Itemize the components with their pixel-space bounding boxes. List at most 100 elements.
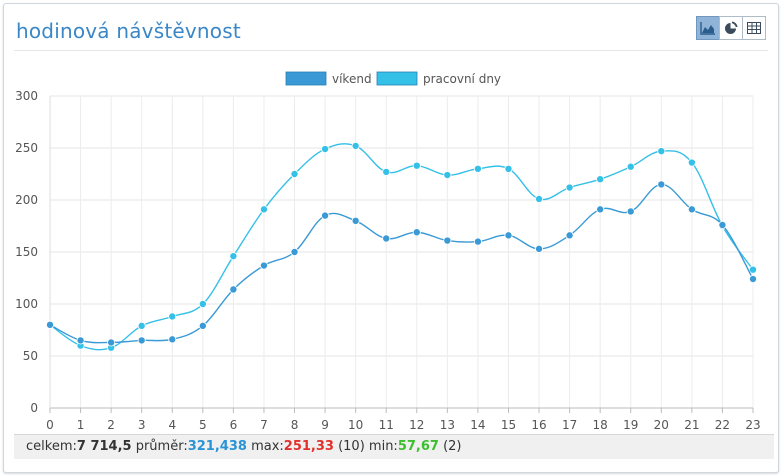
min-label: min: — [364, 439, 398, 454]
data-point — [168, 312, 177, 321]
x-tick-label: 6 — [230, 418, 238, 432]
x-tick-label: 13 — [440, 418, 455, 432]
data-point — [443, 236, 452, 245]
data-point — [565, 183, 574, 192]
data-point — [412, 161, 421, 170]
x-tick-label: 19 — [623, 418, 638, 432]
y-tick-label: 250 — [15, 141, 38, 155]
data-point — [198, 299, 207, 308]
data-point — [229, 252, 238, 261]
data-point — [412, 228, 421, 237]
data-point — [473, 237, 482, 246]
y-tick-label: 300 — [15, 89, 38, 103]
data-point — [76, 336, 85, 345]
data-point — [504, 231, 513, 240]
table-icon — [747, 22, 761, 34]
data-point — [382, 167, 391, 176]
x-tick-label: 20 — [654, 418, 669, 432]
pie-chart-icon — [725, 21, 738, 34]
data-point — [351, 141, 360, 150]
x-tick-label: 7 — [260, 418, 268, 432]
data-point — [565, 231, 574, 240]
data-point — [321, 211, 330, 220]
view-toolbar — [696, 16, 766, 40]
data-point — [168, 335, 177, 344]
summary-bar: celkem:7 714,5 průměr:321,438 max:251,33… — [14, 434, 774, 459]
legend-label: pracovní dny — [423, 72, 501, 86]
x-tick-label: 2 — [107, 418, 115, 432]
x-tick-label: 8 — [291, 418, 299, 432]
x-tick-label: 10 — [348, 418, 363, 432]
x-tick-label: 0 — [46, 418, 54, 432]
data-point — [504, 164, 513, 173]
min-hour: (2) — [438, 439, 462, 454]
max-label: max: — [246, 439, 284, 454]
data-point — [657, 147, 666, 156]
x-tick-label: 1 — [77, 418, 85, 432]
y-tick-label: 0 — [30, 401, 38, 415]
min-value: 57,67 — [397, 439, 439, 454]
area-chart-icon — [700, 22, 715, 35]
data-point — [321, 145, 330, 154]
x-tick-label: 4 — [168, 418, 176, 432]
data-point — [137, 336, 146, 345]
legend-swatch — [376, 71, 418, 86]
x-tick-label: 9 — [321, 418, 329, 432]
legend-swatch — [285, 71, 327, 86]
x-tick-label: 22 — [715, 418, 730, 432]
average-label: průměr: — [131, 439, 188, 454]
data-point — [626, 162, 635, 171]
x-tick-label: 12 — [409, 418, 424, 432]
data-point — [290, 247, 299, 256]
legend-label: víkend — [332, 72, 372, 86]
chart-grid — [49, 95, 754, 409]
data-point — [290, 169, 299, 178]
data-point — [626, 207, 635, 216]
data-point — [749, 265, 758, 274]
y-tick-label: 200 — [15, 193, 38, 207]
x-tick-label: 14 — [470, 418, 485, 432]
data-point — [535, 244, 544, 253]
x-tick-label: 15 — [501, 418, 516, 432]
x-tick-label: 17 — [562, 418, 577, 432]
title-divider — [14, 50, 768, 51]
data-point — [687, 205, 696, 214]
data-point — [718, 220, 727, 229]
y-tick-label: 150 — [15, 245, 38, 259]
data-point — [46, 320, 55, 329]
area-chart-view-button[interactable] — [696, 16, 720, 40]
data-point — [596, 175, 605, 184]
total-label: celkem: — [26, 439, 77, 454]
data-point — [137, 321, 146, 330]
data-point — [473, 164, 482, 173]
data-point — [596, 205, 605, 214]
data-point — [229, 285, 238, 294]
x-tick-label: 18 — [593, 418, 608, 432]
x-tick-label: 16 — [531, 418, 546, 432]
data-point — [259, 261, 268, 270]
series-line — [49, 143, 754, 351]
x-tick-label: 11 — [379, 418, 394, 432]
data-point — [535, 194, 544, 203]
data-point — [382, 234, 391, 243]
x-tick-label: 5 — [199, 418, 207, 432]
data-point — [259, 205, 268, 214]
data-point — [107, 338, 116, 347]
data-point — [657, 180, 666, 189]
total-value: 7 714,5 — [76, 439, 132, 454]
average-value: 321,438 — [187, 439, 247, 454]
y-tick-label: 50 — [23, 349, 38, 363]
chart-series — [46, 141, 758, 352]
y-tick-label: 100 — [15, 297, 38, 311]
x-tick-label: 23 — [745, 418, 760, 432]
series-line — [49, 183, 754, 344]
data-point — [687, 158, 696, 167]
table-view-button[interactable] — [742, 16, 766, 40]
max-value: 251,33 — [283, 439, 334, 454]
panel-title: hodinová návštěvnost — [16, 19, 241, 43]
chart-legend: víkend pracovní dny — [285, 71, 501, 86]
data-point — [351, 216, 360, 225]
data-point — [749, 275, 758, 284]
